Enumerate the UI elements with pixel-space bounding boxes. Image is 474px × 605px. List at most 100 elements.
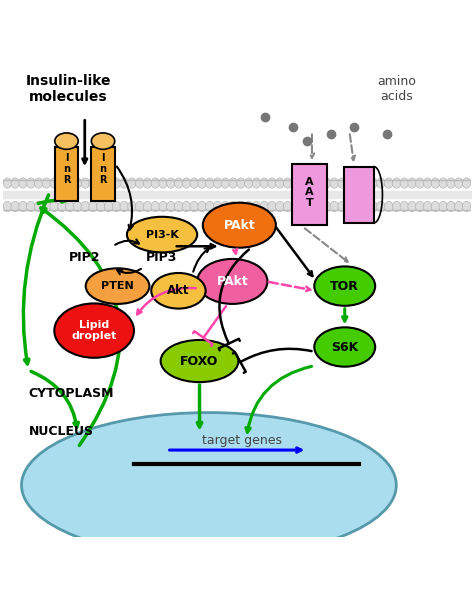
Ellipse shape bbox=[190, 201, 199, 212]
Ellipse shape bbox=[346, 201, 354, 212]
Ellipse shape bbox=[400, 178, 409, 188]
Ellipse shape bbox=[462, 201, 471, 212]
Ellipse shape bbox=[143, 178, 152, 188]
Ellipse shape bbox=[431, 178, 439, 188]
Ellipse shape bbox=[27, 178, 35, 188]
Ellipse shape bbox=[86, 268, 149, 304]
Ellipse shape bbox=[136, 178, 144, 188]
Ellipse shape bbox=[299, 178, 307, 188]
Ellipse shape bbox=[73, 178, 82, 188]
Ellipse shape bbox=[213, 201, 222, 212]
Ellipse shape bbox=[120, 201, 128, 212]
Ellipse shape bbox=[260, 201, 268, 212]
Ellipse shape bbox=[35, 178, 43, 188]
Ellipse shape bbox=[338, 178, 346, 188]
Ellipse shape bbox=[161, 340, 238, 382]
Text: A
A
T: A A T bbox=[305, 177, 314, 208]
Ellipse shape bbox=[151, 201, 160, 212]
Ellipse shape bbox=[58, 201, 66, 212]
Ellipse shape bbox=[447, 201, 455, 212]
Ellipse shape bbox=[112, 201, 120, 212]
Ellipse shape bbox=[206, 201, 214, 212]
Ellipse shape bbox=[81, 201, 90, 212]
Text: PAkt: PAkt bbox=[223, 218, 255, 232]
Ellipse shape bbox=[330, 178, 338, 188]
Ellipse shape bbox=[91, 133, 115, 149]
Ellipse shape bbox=[3, 178, 12, 188]
Text: Lipid
droplet: Lipid droplet bbox=[72, 320, 117, 341]
Ellipse shape bbox=[206, 178, 214, 188]
Ellipse shape bbox=[21, 413, 396, 558]
Ellipse shape bbox=[159, 178, 167, 188]
Ellipse shape bbox=[58, 178, 66, 188]
Ellipse shape bbox=[275, 201, 284, 212]
Text: I
n
R: I n R bbox=[99, 153, 107, 185]
Ellipse shape bbox=[27, 201, 35, 212]
Ellipse shape bbox=[252, 178, 261, 188]
Ellipse shape bbox=[245, 178, 253, 188]
Ellipse shape bbox=[361, 201, 370, 212]
Text: PI3-K: PI3-K bbox=[146, 229, 179, 240]
Ellipse shape bbox=[151, 178, 160, 188]
Ellipse shape bbox=[151, 273, 206, 309]
Ellipse shape bbox=[112, 178, 120, 188]
Ellipse shape bbox=[252, 201, 261, 212]
Ellipse shape bbox=[354, 178, 362, 188]
Ellipse shape bbox=[384, 201, 393, 212]
Ellipse shape bbox=[361, 178, 370, 188]
Ellipse shape bbox=[42, 201, 51, 212]
Text: TOR: TOR bbox=[330, 280, 359, 293]
Text: S6K: S6K bbox=[331, 341, 358, 353]
Ellipse shape bbox=[174, 201, 183, 212]
Ellipse shape bbox=[455, 178, 463, 188]
Ellipse shape bbox=[221, 201, 229, 212]
Ellipse shape bbox=[89, 201, 97, 212]
Ellipse shape bbox=[237, 178, 245, 188]
Ellipse shape bbox=[384, 178, 393, 188]
Ellipse shape bbox=[416, 178, 424, 188]
Ellipse shape bbox=[50, 201, 58, 212]
Ellipse shape bbox=[3, 201, 12, 212]
Ellipse shape bbox=[268, 178, 276, 188]
Ellipse shape bbox=[19, 178, 27, 188]
Ellipse shape bbox=[447, 178, 455, 188]
Ellipse shape bbox=[423, 178, 432, 188]
Ellipse shape bbox=[392, 178, 401, 188]
Ellipse shape bbox=[322, 201, 331, 212]
Ellipse shape bbox=[314, 201, 323, 212]
Ellipse shape bbox=[159, 201, 167, 212]
Ellipse shape bbox=[221, 178, 229, 188]
Ellipse shape bbox=[127, 217, 197, 252]
Ellipse shape bbox=[314, 327, 375, 367]
Ellipse shape bbox=[55, 133, 78, 149]
Ellipse shape bbox=[369, 201, 377, 212]
Ellipse shape bbox=[35, 201, 43, 212]
Text: Akt: Akt bbox=[167, 284, 190, 297]
Bar bbox=[344, 166, 374, 223]
Ellipse shape bbox=[42, 178, 51, 188]
Ellipse shape bbox=[330, 201, 338, 212]
Bar bbox=[91, 147, 115, 201]
Ellipse shape bbox=[50, 178, 58, 188]
Ellipse shape bbox=[314, 178, 323, 188]
Ellipse shape bbox=[338, 201, 346, 212]
Ellipse shape bbox=[322, 178, 331, 188]
Ellipse shape bbox=[377, 201, 385, 212]
Bar bbox=[55, 147, 78, 201]
Ellipse shape bbox=[416, 201, 424, 212]
Ellipse shape bbox=[245, 201, 253, 212]
Ellipse shape bbox=[97, 201, 105, 212]
Ellipse shape bbox=[462, 178, 471, 188]
Ellipse shape bbox=[439, 201, 447, 212]
Ellipse shape bbox=[11, 201, 19, 212]
Ellipse shape bbox=[128, 178, 136, 188]
Ellipse shape bbox=[81, 178, 90, 188]
Ellipse shape bbox=[283, 201, 292, 212]
Ellipse shape bbox=[455, 201, 463, 212]
Ellipse shape bbox=[167, 178, 175, 188]
Ellipse shape bbox=[423, 201, 432, 212]
Ellipse shape bbox=[203, 203, 276, 247]
Text: I
n
R: I n R bbox=[63, 153, 70, 185]
Text: Insulin-like
molecules: Insulin-like molecules bbox=[26, 74, 111, 105]
Ellipse shape bbox=[369, 178, 377, 188]
